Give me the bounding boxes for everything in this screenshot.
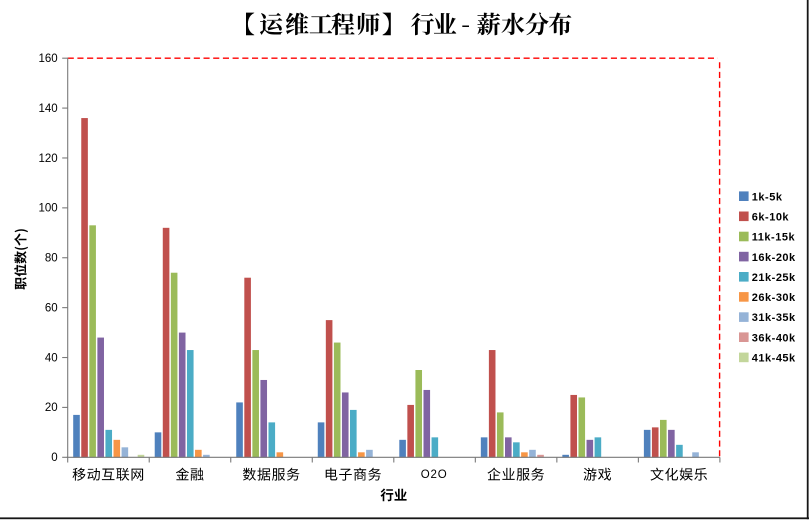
svg-text:26k-30k: 26k-30k [752, 292, 796, 304]
svg-text:16k-20k: 16k-20k [752, 252, 796, 264]
svg-text:O2O: O2O [421, 469, 448, 481]
svg-text:36k-40k: 36k-40k [752, 332, 796, 344]
svg-text:100: 100 [39, 203, 58, 215]
svg-text:120: 120 [39, 153, 58, 165]
svg-text:6k-10k: 6k-10k [752, 211, 790, 223]
svg-text:21k-25k: 21k-25k [752, 272, 796, 284]
svg-text:160: 160 [39, 53, 58, 65]
svg-text:140: 140 [39, 103, 58, 115]
svg-text:11k-15k: 11k-15k [752, 232, 796, 244]
svg-text:60: 60 [45, 302, 58, 314]
svg-text:80: 80 [45, 253, 58, 265]
svg-text:0: 0 [51, 452, 57, 464]
svg-text:40: 40 [45, 352, 58, 364]
svg-text:20: 20 [45, 402, 58, 414]
svg-text:1k-5k: 1k-5k [752, 191, 783, 203]
svg-text:31k-35k: 31k-35k [752, 312, 796, 324]
svg-text:41k-45k: 41k-45k [752, 353, 796, 365]
